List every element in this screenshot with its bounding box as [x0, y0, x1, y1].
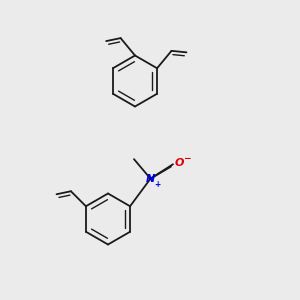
Text: O: O: [174, 158, 184, 168]
Text: +: +: [154, 180, 160, 189]
Text: N: N: [146, 174, 155, 184]
Text: −: −: [183, 154, 190, 163]
